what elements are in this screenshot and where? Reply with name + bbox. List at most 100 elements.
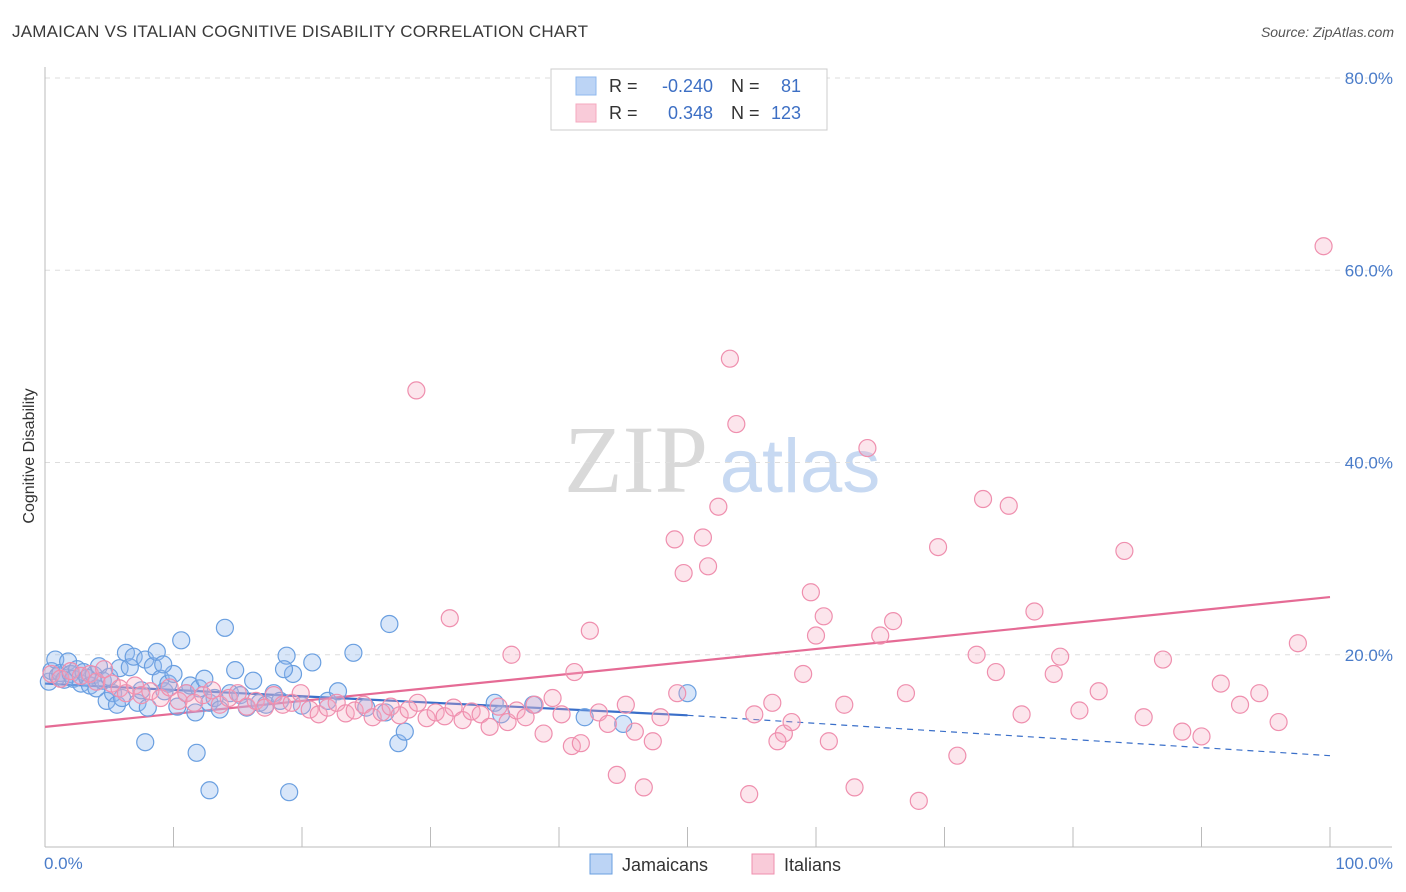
data-point-jamaicans: [277, 646, 296, 665]
data-point-italians: [141, 682, 160, 701]
data-point-italians: [42, 664, 61, 684]
data-point-italians: [408, 693, 427, 712]
data-point-italians: [1192, 727, 1211, 746]
data-point-italians: [160, 678, 179, 697]
data-point-jamaicans: [395, 722, 414, 741]
stats-legend-swatch: [575, 76, 597, 96]
gridlines: [45, 77, 1392, 656]
data-point-jamaicans: [215, 618, 234, 637]
data-point-italians: [1173, 722, 1192, 741]
y-tick-label: 20.0%: [1345, 646, 1393, 665]
data-point-italians: [1288, 634, 1307, 653]
data-point-jamaicans: [678, 684, 697, 703]
y-tick-label: 80.0%: [1345, 69, 1393, 88]
data-point-italians: [273, 695, 292, 714]
data-point-italians: [1051, 647, 1070, 666]
data-point-italians: [480, 717, 499, 736]
stats-r-label: R =: [609, 103, 638, 123]
data-point-italians: [354, 695, 373, 714]
x-tick-label-max: 100.0%: [1335, 854, 1393, 873]
data-point-italians: [407, 381, 426, 400]
data-point-italians: [255, 698, 274, 717]
data-point-italians: [1269, 712, 1288, 732]
data-point-italians: [516, 708, 535, 727]
y-tick-label: 60.0%: [1345, 261, 1393, 280]
data-point-italians: [835, 695, 854, 714]
data-point-italians: [782, 712, 801, 732]
data-point-italians: [219, 688, 238, 708]
data-point-jamaicans: [200, 781, 219, 800]
x-tick-label-min: 0.0%: [44, 854, 83, 873]
data-point-italians: [1134, 708, 1153, 727]
data-point-jamaicans: [124, 647, 143, 666]
stats-r-value: 0.348: [668, 103, 713, 123]
data-point-italians: [634, 778, 653, 797]
axes: [44, 67, 1392, 848]
data-point-italians: [693, 528, 713, 547]
data-point-italians: [928, 537, 948, 557]
data-point-italians: [444, 698, 463, 717]
data-point-italians: [502, 645, 521, 664]
stats-n-label: N =: [731, 103, 760, 123]
data-point-italians: [668, 684, 687, 703]
data-point-italians: [948, 746, 967, 765]
data-point-italians: [709, 497, 728, 516]
data-point-italians: [95, 660, 114, 679]
data-point-jamaicans: [244, 671, 263, 690]
watermark: ZIP atlas: [564, 406, 880, 513]
data-point-italians: [372, 703, 391, 722]
y-tick-label: 40.0%: [1345, 454, 1393, 473]
data-point-jamaicans: [172, 631, 191, 650]
data-point-italians: [151, 688, 170, 708]
data-point-italians: [543, 688, 562, 708]
data-point-italians: [720, 349, 740, 368]
data-point-jamaicans: [283, 664, 303, 684]
data-point-jamaicans: [328, 682, 348, 701]
data-point-italians: [1070, 701, 1089, 720]
data-point-italians: [132, 686, 151, 705]
data-point-italians: [1025, 602, 1044, 621]
data-point-italians: [345, 701, 364, 720]
data-point-italians: [169, 691, 188, 710]
data-point-jamaicans: [154, 655, 173, 674]
data-point-italians: [794, 664, 813, 684]
data-point-italians: [1012, 705, 1031, 724]
data-point-italians: [552, 705, 571, 724]
data-point-italians: [986, 662, 1006, 682]
data-point-italians: [616, 695, 635, 714]
data-point-italians: [318, 698, 337, 717]
series-legend: Jamaicans Italians: [589, 853, 841, 875]
series-legend-label: Jamaicans: [622, 855, 708, 875]
data-point-italians: [489, 697, 508, 716]
data-point-italians: [1115, 541, 1134, 561]
data-point-italians: [1044, 664, 1063, 684]
data-point-italians: [806, 626, 826, 645]
data-point-italians: [246, 691, 265, 710]
data-point-italians: [237, 697, 256, 716]
data-point-italians: [363, 708, 382, 727]
series-legend-swatch: [751, 853, 775, 875]
data-point-italians: [967, 645, 986, 664]
trend-line-italians: [44, 595, 1331, 728]
data-point-jamaicans: [186, 703, 205, 722]
data-point-italians: [417, 709, 436, 728]
stats-legend: R = -0.240 N = 81 R = 0.348 N = 123: [550, 68, 828, 131]
data-point-jamaicans: [226, 661, 245, 680]
stats-legend-swatch: [575, 103, 597, 123]
y-axis-label: Cognitive Disability: [21, 388, 38, 523]
stats-r-label: R =: [609, 76, 638, 96]
data-point-italians: [883, 612, 903, 631]
stats-n-label: N =: [731, 76, 760, 96]
data-point-italians: [598, 714, 617, 734]
series-legend-swatch: [589, 853, 613, 875]
data-point-italians: [1230, 695, 1250, 714]
data-point-italians: [534, 724, 553, 743]
data-point-italians: [674, 563, 693, 583]
data-point-italians: [651, 708, 670, 727]
data-point-italians: [625, 722, 644, 741]
data-point-jamaicans: [575, 708, 594, 727]
data-point-italians: [309, 705, 328, 724]
data-point-italians: [727, 414, 746, 434]
data-point-italians: [819, 732, 838, 751]
data-point-italians: [1250, 684, 1269, 703]
